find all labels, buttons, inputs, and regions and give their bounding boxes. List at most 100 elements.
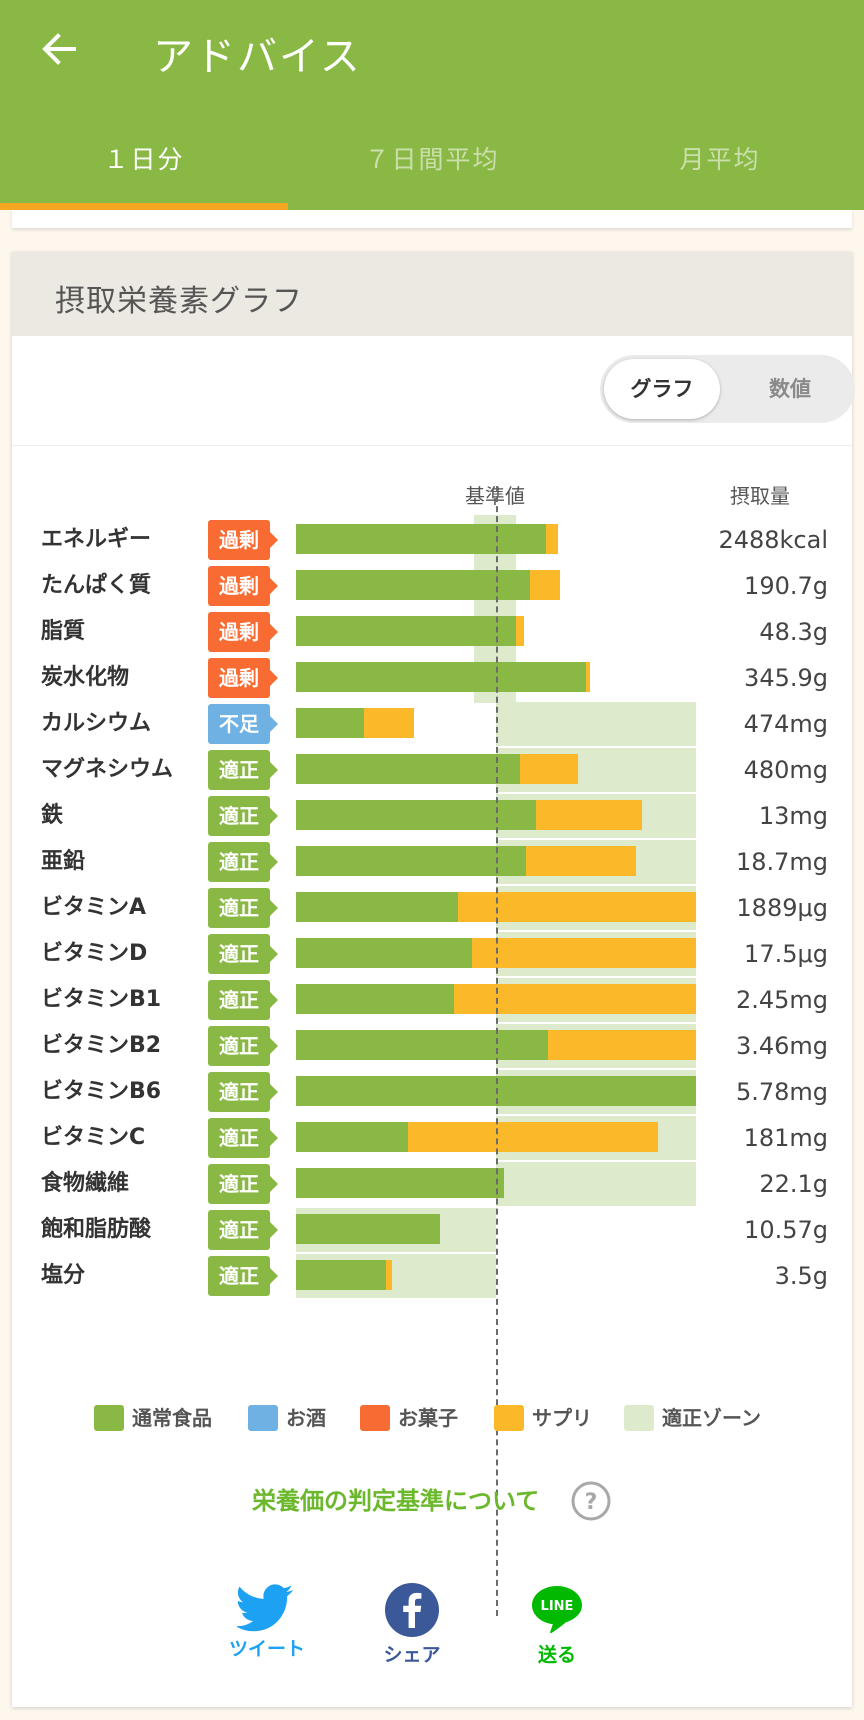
bar-normal-food	[296, 524, 546, 554]
reference-line	[496, 486, 498, 1616]
status-badge: 適正	[208, 1118, 278, 1158]
share-facebook-button[interactable]: シェア	[357, 1582, 467, 1672]
legend-swatch	[248, 1405, 278, 1431]
intake-column-header: 摂取量	[730, 484, 790, 508]
svg-text:LINE: LINE	[541, 1599, 574, 1614]
legend-swatch	[360, 1405, 390, 1431]
judgment-criteria-link[interactable]: 栄養価の判定基準について	[252, 1487, 540, 1515]
reference-column-header: 基準値	[465, 484, 525, 508]
nutrient-row: 炭水化物 過剰 345.9g	[12, 653, 852, 703]
bar-normal-food	[296, 1030, 548, 1060]
bar-normal-food	[296, 1260, 386, 1290]
chart-legend: 通常食品 お酒 お菓子 サプリ 適正ゾーン	[12, 1400, 852, 1436]
bar-supplement	[386, 1260, 392, 1290]
nutrient-name: ビタミンC	[41, 1125, 146, 1150]
nutrient-row: ビタミンB1 適正 2.45mg	[12, 975, 852, 1025]
legend-label: サプリ	[532, 1406, 592, 1430]
share-twitter-button[interactable]: ツイート	[212, 1582, 322, 1672]
status-badge: 適正	[208, 888, 278, 928]
legend-swatch	[624, 1405, 654, 1431]
nutrient-row: 塩分 適正 3.5g	[12, 1251, 852, 1301]
card-title: 摂取栄養素グラフ	[55, 284, 303, 319]
nutrient-name: エネルギー	[41, 527, 152, 552]
bar-normal-food	[296, 1122, 408, 1152]
toggle-numeric-option[interactable]: 数値	[769, 377, 811, 401]
status-badge: 適正	[208, 934, 278, 974]
intake-value: 3.5g	[774, 1262, 828, 1290]
intake-value: 5.78mg	[735, 1078, 828, 1106]
bar-supplement	[472, 938, 696, 968]
intake-value: 13mg	[758, 802, 828, 830]
bar-supplement	[364, 708, 414, 738]
nutrient-name: ビタミンB2	[41, 1033, 162, 1058]
share-facebook-label: シェア	[383, 1644, 441, 1666]
view-toggle[interactable]: グラフ 数値	[600, 355, 855, 423]
tab-seven-day-average[interactable]: ７日間平均	[364, 145, 500, 174]
nutrient-row: マグネシウム 適正 480mg	[12, 745, 852, 795]
nutrient-row: ビタミンA 適正 1889μg	[12, 883, 852, 933]
nutrient-row: 飽和脂肪酸 適正 10.57g	[12, 1205, 852, 1255]
line-icon: LINE	[532, 1586, 582, 1634]
bar-supplement	[454, 984, 696, 1014]
nutrient-name: 脂質	[41, 619, 86, 644]
toggle-graph-option[interactable]: グラフ	[604, 359, 720, 419]
tab-one-day[interactable]: １日分	[103, 145, 185, 174]
intake-value: 480mg	[743, 756, 828, 784]
legend-swatch	[494, 1405, 524, 1431]
bar-normal-food	[296, 708, 364, 738]
previous-card-edge	[12, 210, 852, 228]
nutrient-name: 塩分	[41, 1263, 86, 1288]
help-question-icon[interactable]: ?	[570, 1480, 612, 1522]
back-arrow-icon[interactable]	[36, 26, 82, 72]
share-line-label: 送る	[537, 1644, 576, 1666]
bar-supplement	[536, 800, 642, 830]
intake-value: 345.9g	[744, 664, 828, 692]
bar-normal-food	[296, 984, 454, 1014]
share-line-button[interactable]: LINE 送る	[502, 1582, 612, 1672]
bar-normal-food	[296, 1168, 504, 1198]
active-tab-indicator	[0, 203, 288, 210]
nutrient-row: ビタミンD 適正 17.5μg	[12, 929, 852, 979]
share-twitter-label: ツイート	[228, 1638, 305, 1660]
status-badge: 適正	[208, 1256, 278, 1296]
nutrient-name: カルシウム	[41, 711, 152, 736]
nutrient-name: ビタミンA	[41, 895, 147, 920]
legend-label: お酒	[286, 1406, 326, 1430]
bar-normal-food	[296, 846, 526, 876]
nutrient-row: ビタミンB6 適正 5.78mg	[12, 1067, 852, 1117]
bar-normal-food	[296, 662, 586, 692]
bar-supplement	[408, 1122, 658, 1152]
divider	[12, 445, 852, 446]
bar-supplement	[586, 662, 590, 692]
intake-value: 17.5μg	[744, 940, 828, 968]
nutrient-name: 食物繊維	[41, 1171, 130, 1196]
svg-text:?: ?	[585, 1490, 598, 1515]
bar-supplement	[516, 616, 524, 646]
status-badge: 過剰	[208, 566, 278, 606]
status-badge: 適正	[208, 750, 278, 790]
nutrient-name: 亜鉛	[41, 849, 86, 874]
status-badge: 適正	[208, 980, 278, 1020]
nutrient-row: 亜鉛 適正 18.7mg	[12, 837, 852, 887]
proper-zone-band	[496, 1162, 696, 1206]
status-badge: 適正	[208, 1164, 278, 1204]
tab-monthly-average[interactable]: 月平均	[679, 145, 761, 174]
nutrient-row: ビタミンC 適正 181mg	[12, 1113, 852, 1163]
status-badge: 過剰	[208, 658, 278, 698]
intake-value: 474mg	[743, 710, 828, 738]
nutrient-name: マグネシウム	[41, 757, 174, 782]
bar-normal-food	[296, 754, 520, 784]
nutrient-row: 食物繊維 適正 22.1g	[12, 1159, 852, 1209]
status-badge: 適正	[208, 1026, 278, 1066]
intake-value: 1889μg	[736, 894, 828, 922]
nutrient-row: たんぱく質 過剰 190.7g	[12, 561, 852, 611]
legend-swatch	[94, 1405, 124, 1431]
card-header: 摂取栄養素グラフ	[12, 252, 852, 336]
bar-normal-food	[296, 570, 530, 600]
status-badge: 過剰	[208, 612, 278, 652]
legend-label: お菓子	[398, 1406, 458, 1430]
bar-supplement	[548, 1030, 696, 1060]
nutrient-row: 脂質 過剰 48.3g	[12, 607, 852, 657]
nutrient-name: 飽和脂肪酸	[41, 1217, 152, 1242]
twitter-bird-icon	[237, 1584, 293, 1632]
